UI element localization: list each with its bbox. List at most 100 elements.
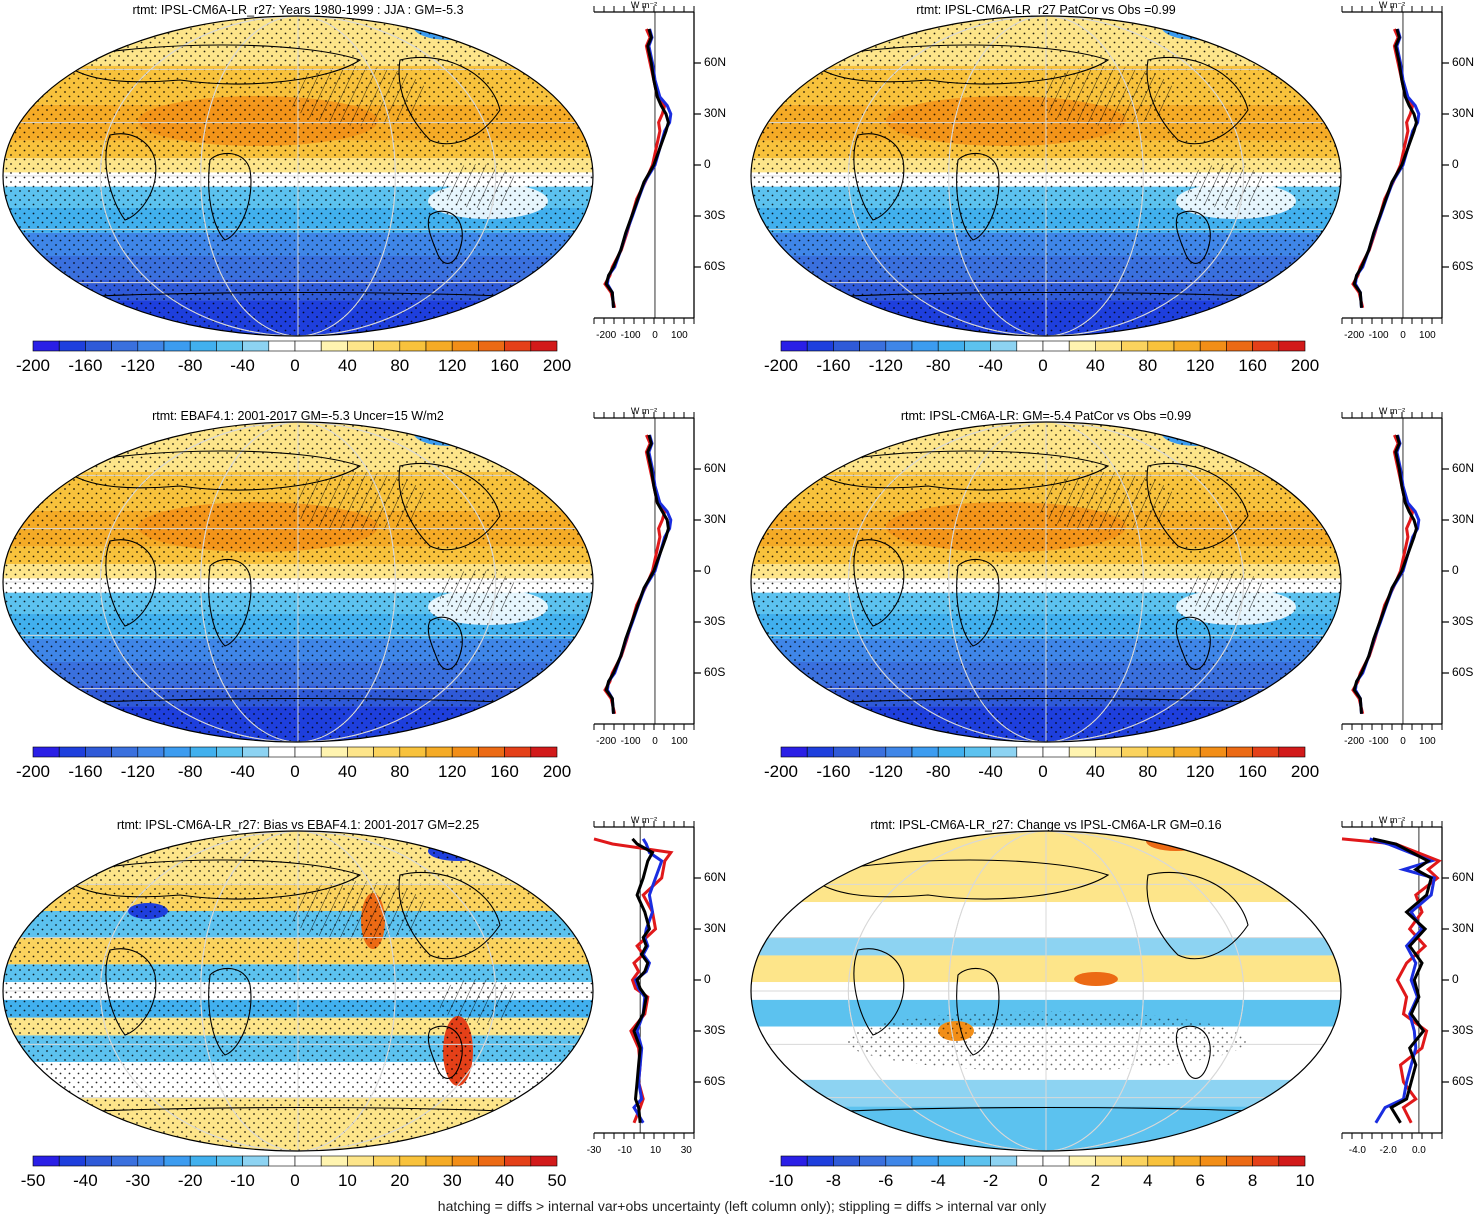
- colorbar-tick-label: 120: [438, 356, 466, 375]
- zonal-series-blue: [605, 434, 673, 714]
- graticule-lon: [200, 422, 396, 742]
- zonal-lat-label: 0: [1452, 563, 1459, 577]
- coastline: [853, 539, 905, 627]
- colorbar-box: [347, 1155, 374, 1167]
- zonal-unit-label: W m⁻²: [631, 406, 657, 416]
- zonal-unit-label: W m⁻²: [1379, 406, 1405, 416]
- colorbar-box: [268, 340, 296, 352]
- colorbar-box: [1252, 746, 1280, 758]
- colorbar-box: [1121, 1155, 1149, 1167]
- zonal-series-black: [1352, 434, 1418, 714]
- colorbar-tick-label: -30: [126, 1171, 151, 1190]
- zonal-x-tick-label: -200: [596, 736, 616, 747]
- colorbar-box: [780, 340, 808, 352]
- zonal-x-tick-label: -200: [1344, 736, 1364, 747]
- zonal-lat-label: 60N: [704, 870, 726, 884]
- colorbar-box: [780, 1155, 808, 1167]
- zonal-x-tick-label: 0: [1400, 330, 1406, 341]
- zonal-lat-label: 30N: [704, 512, 726, 526]
- coastline: [208, 967, 252, 1056]
- coastline: [853, 133, 905, 221]
- colorbar-box: [111, 746, 139, 758]
- colorbar-box: [885, 340, 913, 352]
- colorbar-box: [1016, 340, 1044, 352]
- hatching: [288, 881, 428, 941]
- colorbar-box: [937, 340, 965, 352]
- colorbar-box: [885, 746, 913, 758]
- colorbar-tick-label: 200: [1291, 762, 1319, 781]
- colorbar-box: [964, 340, 991, 352]
- colorbar-box: [111, 340, 139, 352]
- colorbar-box: [1095, 340, 1122, 352]
- coastline: [398, 871, 501, 960]
- coastline: [806, 44, 1110, 85]
- colorbar-tick-label: 120: [1186, 356, 1214, 375]
- graticule-lon: [847, 422, 1245, 742]
- colorbar-box: [806, 340, 834, 352]
- colorbar-box: [189, 746, 217, 758]
- coastline: [208, 152, 252, 241]
- colorbar-tick-label: 160: [1238, 356, 1266, 375]
- colorbar-tick-label: -160: [816, 356, 850, 375]
- colorbar-tick-label: 40: [495, 1171, 514, 1190]
- coastline: [1146, 462, 1249, 551]
- colorbar-box: [425, 340, 453, 352]
- colorbar-tick-label: 40: [1086, 356, 1105, 375]
- hatching: [1036, 66, 1176, 126]
- colorbar-box: [530, 340, 558, 352]
- panel-5: rtmt: IPSL-CM6A-LR_r27: Bias vs EBAF4.1:…: [2, 815, 726, 1190]
- colorbar-tick-label: -160: [68, 762, 102, 781]
- colorbar-box: [530, 746, 558, 758]
- graticule-lon: [99, 16, 497, 336]
- colorbar-box: [320, 340, 348, 352]
- zonal-x-tick-label: 0: [652, 330, 658, 341]
- zonal-lat-label: 30S: [1452, 614, 1473, 628]
- zonal-mean-plot: W m⁻² -4.0 -2.0 0.0 60N 30N 0 30S 60S: [1341, 815, 1474, 1156]
- coastline: [956, 967, 1000, 1056]
- colorbar-box: [1278, 340, 1306, 352]
- colorbar-box: [1199, 1155, 1227, 1167]
- colorbar-box: [85, 746, 112, 758]
- coastline: [806, 450, 1110, 491]
- colorbar-box: [937, 746, 965, 758]
- hatching: [1186, 570, 1266, 614]
- colorbar-box: [806, 746, 834, 758]
- zonal-x-tick-label: 30: [681, 1145, 693, 1156]
- coastline: [398, 462, 501, 551]
- zonal-series-blue: [1369, 837, 1437, 1124]
- colorbar-box: [478, 340, 505, 352]
- zonal-lat-label: 30N: [1452, 921, 1474, 935]
- colorbar-box: [451, 340, 479, 352]
- colorbar-box: [859, 340, 887, 352]
- colorbar-box: [1068, 1155, 1096, 1167]
- colorbar-tick-label: -10: [769, 1171, 794, 1190]
- colorbar-box: [780, 746, 808, 758]
- map-outline: [2, 421, 594, 743]
- zonal-lat-label: 60N: [704, 461, 726, 475]
- hatching: [438, 979, 518, 1023]
- zonal-x-tick-label: 0: [652, 736, 658, 747]
- colorbar-box: [1226, 1155, 1253, 1167]
- zonal-lat-label: 60S: [704, 1074, 725, 1088]
- colorbar-box: [937, 1155, 965, 1167]
- colorbar-box: [1173, 746, 1201, 758]
- colorbar-box: [425, 746, 453, 758]
- colorbar-box: [189, 1155, 217, 1167]
- colorbar-box: [1016, 746, 1044, 758]
- colorbar-box: [399, 340, 427, 352]
- colorbar-box: [1278, 1155, 1306, 1167]
- colorbar-box: [137, 1155, 165, 1167]
- coastline: [1146, 56, 1249, 145]
- colorbar-box: [373, 340, 401, 352]
- zonal-series-black: [631, 837, 655, 1123]
- zonal-mean-plot: W m⁻² -200 -100 0 100 60N 30N 0 30S 60S: [1341, 406, 1474, 747]
- colorbar-tick-label: -160: [816, 762, 850, 781]
- coastline: [398, 56, 501, 145]
- colorbar-box: [964, 1155, 991, 1167]
- zonal-lat-label: 60S: [1452, 259, 1473, 273]
- colorbar-box: [347, 746, 374, 758]
- zonal-unit-label: W m⁻²: [1379, 0, 1405, 10]
- colorbar-tick-label: -20: [178, 1171, 203, 1190]
- colorbar-box: [1226, 340, 1253, 352]
